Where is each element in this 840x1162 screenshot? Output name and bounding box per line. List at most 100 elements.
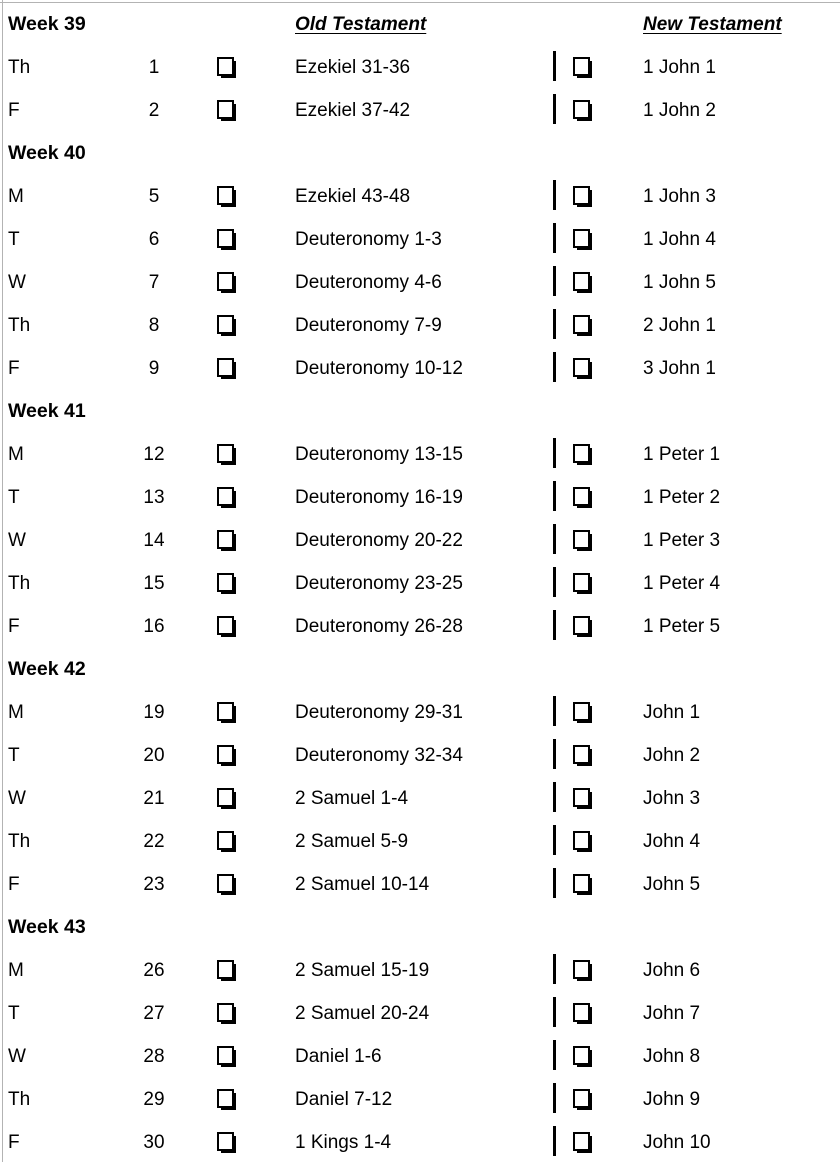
day-number: 16 bbox=[143, 616, 165, 637]
ot-checkbox-icon[interactable] bbox=[217, 959, 234, 979]
ot-checkbox-icon[interactable] bbox=[217, 228, 234, 248]
top-gridline bbox=[0, 2, 840, 3]
column-separator bbox=[553, 566, 556, 597]
nt-checkbox-icon[interactable] bbox=[573, 615, 590, 635]
nt-checkbox-icon[interactable] bbox=[573, 56, 590, 76]
reading-row: W 21 2 Samuel 1-4 John 3 bbox=[8, 777, 840, 820]
nt-reading: 1 Peter 4 bbox=[643, 573, 721, 594]
day-number: 12 bbox=[143, 444, 165, 465]
day-abbrev: Th bbox=[8, 831, 31, 852]
reading-row: W 7 Deuteronomy 4-6 1 John 5 bbox=[8, 261, 840, 304]
column-separator bbox=[553, 480, 556, 511]
ot-reading: Deuteronomy 26-28 bbox=[295, 616, 463, 637]
day-abbrev: T bbox=[8, 745, 20, 766]
day-number: 2 bbox=[148, 100, 160, 121]
reading-row: T 27 2 Samuel 20-24 John 7 bbox=[8, 992, 840, 1035]
ot-checkbox-icon[interactable] bbox=[217, 99, 234, 119]
week-header-row: Week 42 bbox=[8, 648, 840, 691]
ot-reading: Daniel 1-6 bbox=[295, 1046, 382, 1067]
ot-reading: 2 Samuel 20-24 bbox=[295, 1003, 430, 1024]
nt-reading: John 10 bbox=[643, 1132, 711, 1153]
ot-checkbox-icon[interactable] bbox=[217, 744, 234, 764]
column-separator bbox=[553, 996, 556, 1027]
ot-checkbox-icon[interactable] bbox=[217, 787, 234, 807]
day-abbrev: Th bbox=[8, 1089, 31, 1110]
ot-checkbox-icon[interactable] bbox=[217, 357, 234, 377]
reading-row: Th 8 Deuteronomy 7-9 2 John 1 bbox=[8, 304, 840, 347]
ot-checkbox-icon[interactable] bbox=[217, 314, 234, 334]
day-number: 27 bbox=[143, 1003, 165, 1024]
ot-checkbox-icon[interactable] bbox=[217, 572, 234, 592]
column-separator bbox=[553, 738, 556, 769]
reading-row: F 2 Ezekiel 37-42 1 John 2 bbox=[8, 89, 840, 132]
reading-row: W 28 Daniel 1-6 John 8 bbox=[8, 1035, 840, 1078]
reading-row: M 5 Ezekiel 43-48 1 John 3 bbox=[8, 175, 840, 218]
day-abbrev: F bbox=[8, 358, 20, 379]
day-abbrev: T bbox=[8, 487, 20, 508]
day-abbrev: M bbox=[8, 186, 24, 207]
ot-checkbox-icon[interactable] bbox=[217, 1088, 234, 1108]
ot-reading: Deuteronomy 16-19 bbox=[295, 487, 463, 508]
ot-checkbox-icon[interactable] bbox=[217, 486, 234, 506]
column-separator bbox=[553, 93, 556, 124]
day-number: 19 bbox=[143, 702, 165, 723]
nt-reading: John 2 bbox=[643, 745, 701, 766]
nt-checkbox-icon[interactable] bbox=[573, 529, 590, 549]
ot-checkbox-icon[interactable] bbox=[217, 615, 234, 635]
ot-checkbox-icon[interactable] bbox=[217, 830, 234, 850]
column-separator bbox=[553, 1125, 556, 1156]
ot-checkbox-icon[interactable] bbox=[217, 701, 234, 721]
nt-checkbox-icon[interactable] bbox=[573, 744, 590, 764]
ot-reading: Deuteronomy 20-22 bbox=[295, 530, 463, 551]
ot-checkbox-icon[interactable] bbox=[217, 271, 234, 291]
ot-checkbox-icon[interactable] bbox=[217, 873, 234, 893]
nt-checkbox-icon[interactable] bbox=[573, 486, 590, 506]
column-separator bbox=[553, 308, 556, 339]
ot-checkbox-icon[interactable] bbox=[217, 56, 234, 76]
nt-checkbox-icon[interactable] bbox=[573, 271, 590, 291]
nt-reading: 1 Peter 5 bbox=[643, 616, 721, 637]
nt-checkbox-icon[interactable] bbox=[573, 787, 590, 807]
ot-checkbox-icon[interactable] bbox=[217, 443, 234, 463]
nt-checkbox-icon[interactable] bbox=[573, 1088, 590, 1108]
nt-checkbox-icon[interactable] bbox=[573, 1002, 590, 1022]
nt-checkbox-icon[interactable] bbox=[573, 572, 590, 592]
column-separator bbox=[553, 523, 556, 554]
reading-row: W 14 Deuteronomy 20-22 1 Peter 3 bbox=[8, 519, 840, 562]
nt-checkbox-icon[interactable] bbox=[573, 1131, 590, 1151]
nt-checkbox-icon[interactable] bbox=[573, 443, 590, 463]
ot-checkbox-icon[interactable] bbox=[217, 529, 234, 549]
reading-row: M 26 2 Samuel 15-19 John 6 bbox=[8, 949, 840, 992]
ot-checkbox-icon[interactable] bbox=[217, 1045, 234, 1065]
column-separator bbox=[553, 953, 556, 984]
day-number: 26 bbox=[143, 960, 165, 981]
nt-reading: John 9 bbox=[643, 1089, 701, 1110]
day-abbrev: M bbox=[8, 702, 24, 723]
nt-checkbox-icon[interactable] bbox=[573, 99, 590, 119]
day-number: 21 bbox=[143, 788, 165, 809]
nt-checkbox-icon[interactable] bbox=[573, 959, 590, 979]
old-testament-header: Old Testament bbox=[295, 14, 427, 35]
day-abbrev: F bbox=[8, 616, 20, 637]
nt-checkbox-icon[interactable] bbox=[573, 1045, 590, 1065]
nt-checkbox-icon[interactable] bbox=[573, 873, 590, 893]
day-abbrev: T bbox=[8, 1003, 20, 1024]
nt-checkbox-icon[interactable] bbox=[573, 830, 590, 850]
nt-checkbox-icon[interactable] bbox=[573, 185, 590, 205]
nt-checkbox-icon[interactable] bbox=[573, 701, 590, 721]
ot-checkbox-icon[interactable] bbox=[217, 1002, 234, 1022]
nt-checkbox-icon[interactable] bbox=[573, 357, 590, 377]
nt-checkbox-icon[interactable] bbox=[573, 228, 590, 248]
nt-checkbox-icon[interactable] bbox=[573, 314, 590, 334]
ot-checkbox-icon[interactable] bbox=[217, 1131, 234, 1151]
nt-reading: 2 John 1 bbox=[643, 315, 716, 336]
column-separator bbox=[553, 867, 556, 898]
nt-reading: 1 Peter 2 bbox=[643, 487, 721, 508]
reading-row: F 23 2 Samuel 10-14 John 5 bbox=[8, 863, 840, 906]
ot-checkbox-icon[interactable] bbox=[217, 185, 234, 205]
day-number: 29 bbox=[143, 1089, 165, 1110]
nt-reading: 1 Peter 3 bbox=[643, 530, 721, 551]
day-number: 22 bbox=[143, 831, 165, 852]
reading-row: Th 22 2 Samuel 5-9 John 4 bbox=[8, 820, 840, 863]
